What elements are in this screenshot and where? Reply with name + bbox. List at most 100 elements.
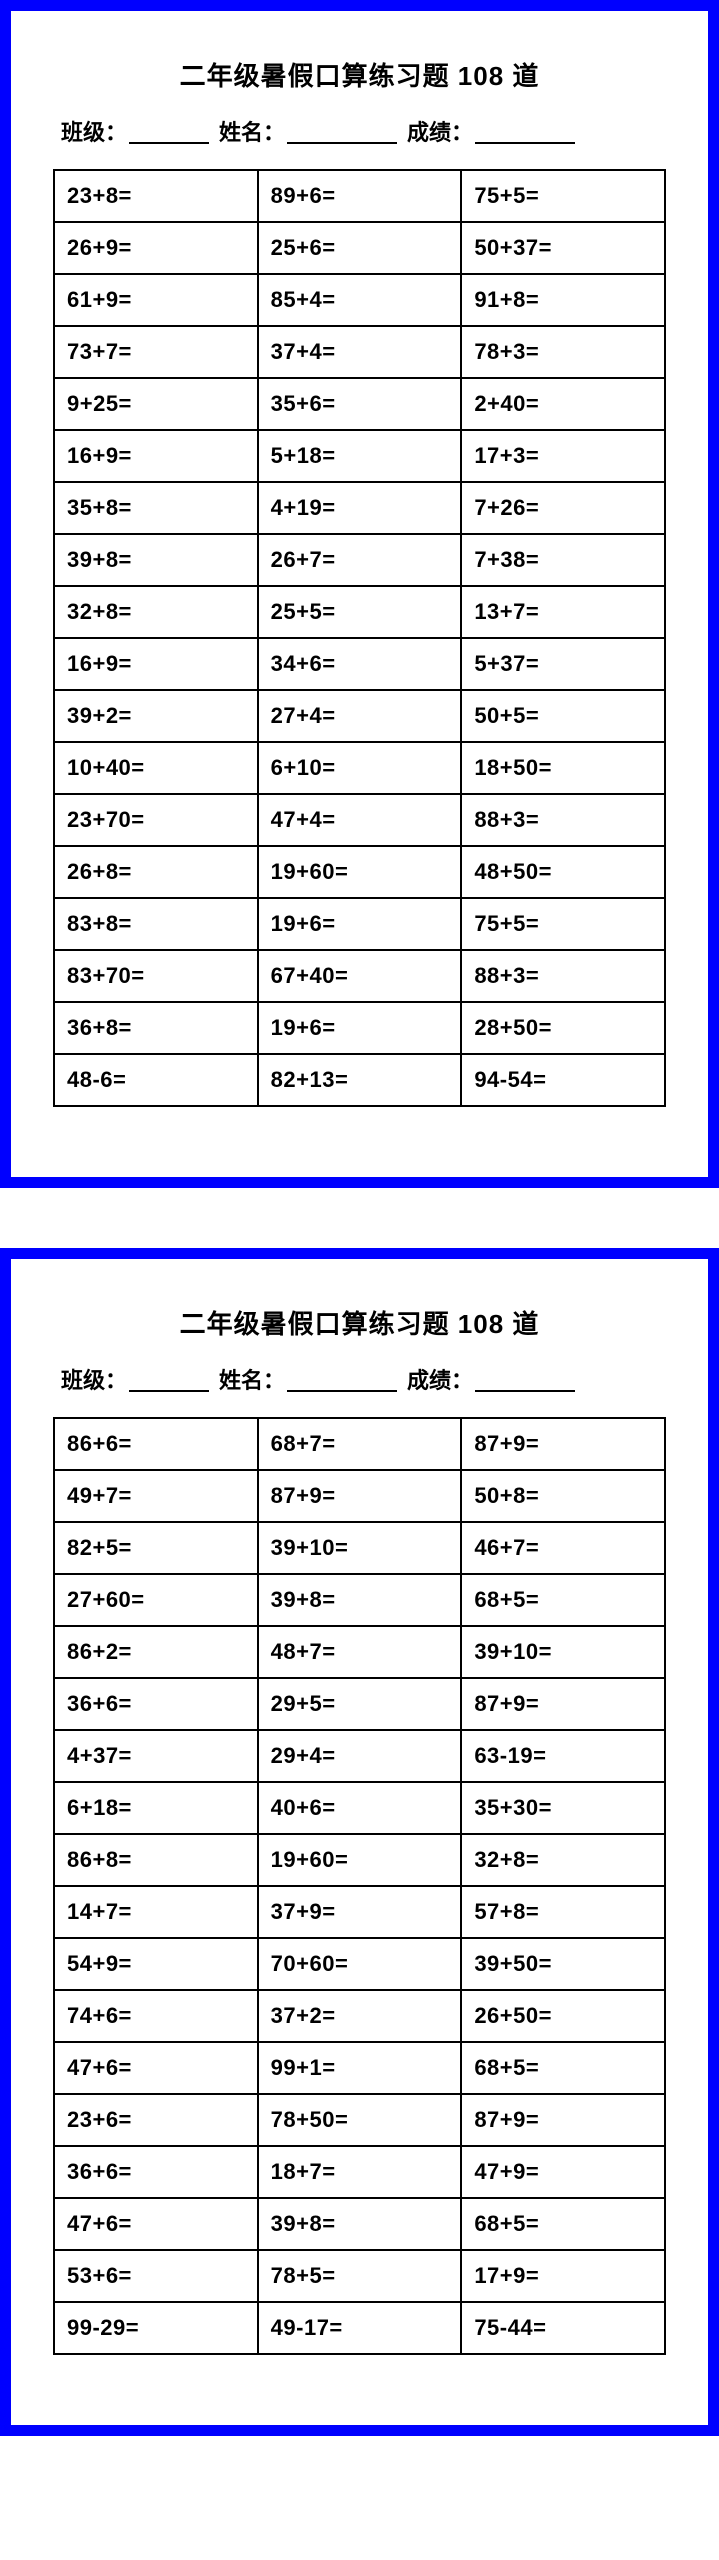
problem-cell: 19+6= — [258, 898, 462, 950]
problem-cell: 35+8= — [54, 482, 258, 534]
table-row: 16+9=34+6=5+37= — [54, 638, 665, 690]
class-blank — [129, 1368, 209, 1392]
problem-cell: 27+4= — [258, 690, 462, 742]
problem-cell: 29+5= — [258, 1678, 462, 1730]
problem-cell: 86+2= — [54, 1626, 258, 1678]
problem-cell: 99+1= — [258, 2042, 462, 2094]
table-row: 54+9=70+60=39+50= — [54, 1938, 665, 1990]
problem-cell: 49+7= — [54, 1470, 258, 1522]
info-row: 班级：姓名：成绩： — [53, 1363, 666, 1395]
problem-cell: 29+4= — [258, 1730, 462, 1782]
problem-cell: 47+9= — [461, 2146, 665, 2198]
problem-cell: 39+10= — [461, 1626, 665, 1678]
problem-cell: 47+6= — [54, 2042, 258, 2094]
problem-cell: 26+9= — [54, 222, 258, 274]
problem-cell: 7+26= — [461, 482, 665, 534]
problem-cell: 87+9= — [461, 1678, 665, 1730]
table-row: 14+7=37+9=57+8= — [54, 1886, 665, 1938]
problem-cell: 57+8= — [461, 1886, 665, 1938]
table-row: 39+8=26+7=7+38= — [54, 534, 665, 586]
problem-cell: 67+40= — [258, 950, 462, 1002]
problem-cell: 53+6= — [54, 2250, 258, 2302]
problem-cell: 86+8= — [54, 1834, 258, 1886]
class-blank — [129, 120, 209, 144]
score-label: 成绩： — [407, 1363, 473, 1395]
table-row: 53+6=78+5=17+9= — [54, 2250, 665, 2302]
problem-cell: 14+7= — [54, 1886, 258, 1938]
problem-cell: 34+6= — [258, 638, 462, 690]
table-row: 99-29=49-17=75-44= — [54, 2302, 665, 2354]
table-row: 73+7=37+4=78+3= — [54, 326, 665, 378]
table-row: 86+8=19+60=32+8= — [54, 1834, 665, 1886]
table-row: 16+9=5+18=17+3= — [54, 430, 665, 482]
problem-cell: 48+7= — [258, 1626, 462, 1678]
problem-cell: 48-6= — [54, 1054, 258, 1106]
problem-cell: 68+5= — [461, 2042, 665, 2094]
problem-cell: 87+9= — [258, 1470, 462, 1522]
table-row: 47+6=99+1=68+5= — [54, 2042, 665, 2094]
table-row: 36+6=18+7=47+9= — [54, 2146, 665, 2198]
table-row: 26+8=19+60=48+50= — [54, 846, 665, 898]
table-row: 4+37=29+4=63-19= — [54, 1730, 665, 1782]
problem-cell: 39+8= — [258, 2198, 462, 2250]
table-row: 10+40=6+10=18+50= — [54, 742, 665, 794]
problem-cell: 17+9= — [461, 2250, 665, 2302]
problem-cell: 47+4= — [258, 794, 462, 846]
table-row: 74+6=37+2=26+50= — [54, 1990, 665, 2042]
problem-cell: 37+4= — [258, 326, 462, 378]
score-blank — [475, 1368, 575, 1392]
table-row: 86+2=48+7=39+10= — [54, 1626, 665, 1678]
problem-cell: 9+25= — [54, 378, 258, 430]
problem-cell: 16+9= — [54, 430, 258, 482]
problem-cell: 73+7= — [54, 326, 258, 378]
class-label: 班级： — [61, 115, 127, 147]
problem-cell: 50+8= — [461, 1470, 665, 1522]
problem-cell: 39+10= — [258, 1522, 462, 1574]
problem-cell: 82+13= — [258, 1054, 462, 1106]
problem-cell: 78+3= — [461, 326, 665, 378]
worksheet-title: 二年级暑假口算练习题 108 道 — [53, 1304, 666, 1341]
problem-cell: 48+50= — [461, 846, 665, 898]
info-row: 班级：姓名：成绩： — [53, 115, 666, 147]
problem-cell: 4+19= — [258, 482, 462, 534]
problem-cell: 88+3= — [461, 794, 665, 846]
problem-cell: 35+6= — [258, 378, 462, 430]
problem-cell: 50+37= — [461, 222, 665, 274]
problem-cell: 91+8= — [461, 274, 665, 326]
problem-cell: 68+7= — [258, 1418, 462, 1470]
problem-cell: 25+5= — [258, 586, 462, 638]
problem-cell: 5+18= — [258, 430, 462, 482]
problem-cell: 82+5= — [54, 1522, 258, 1574]
problem-cell: 13+7= — [461, 586, 665, 638]
problem-cell: 23+8= — [54, 170, 258, 222]
table-row: 47+6=39+8=68+5= — [54, 2198, 665, 2250]
problem-cell: 18+50= — [461, 742, 665, 794]
problem-cell: 35+30= — [461, 1782, 665, 1834]
problem-cell: 5+37= — [461, 638, 665, 690]
problem-cell: 88+3= — [461, 950, 665, 1002]
table-row: 36+8=19+6=28+50= — [54, 1002, 665, 1054]
problem-cell: 87+9= — [461, 1418, 665, 1470]
worksheet: 二年级暑假口算练习题 108 道班级：姓名：成绩：86+6=68+7=87+9=… — [0, 1248, 719, 2436]
problem-cell: 75+5= — [461, 170, 665, 222]
problem-cell: 75-44= — [461, 2302, 665, 2354]
table-row: 49+7=87+9=50+8= — [54, 1470, 665, 1522]
problem-cell: 74+6= — [54, 1990, 258, 2042]
problem-cell: 49-17= — [258, 2302, 462, 2354]
problem-cell: 89+6= — [258, 170, 462, 222]
problem-cell: 18+7= — [258, 2146, 462, 2198]
score-label: 成绩： — [407, 115, 473, 147]
problem-cell: 61+9= — [54, 274, 258, 326]
problem-cell: 46+7= — [461, 1522, 665, 1574]
problem-cell: 83+8= — [54, 898, 258, 950]
problem-cell: 50+5= — [461, 690, 665, 742]
problem-cell: 78+5= — [258, 2250, 462, 2302]
problem-cell: 37+9= — [258, 1886, 462, 1938]
problem-cell: 4+37= — [54, 1730, 258, 1782]
problem-cell: 32+8= — [461, 1834, 665, 1886]
problem-table: 23+8=89+6=75+5=26+9=25+6=50+37=61+9=85+4… — [53, 169, 666, 1107]
problem-cell: 37+2= — [258, 1990, 462, 2042]
table-row: 39+2=27+4=50+5= — [54, 690, 665, 742]
problem-cell: 28+50= — [461, 1002, 665, 1054]
problem-cell: 10+40= — [54, 742, 258, 794]
